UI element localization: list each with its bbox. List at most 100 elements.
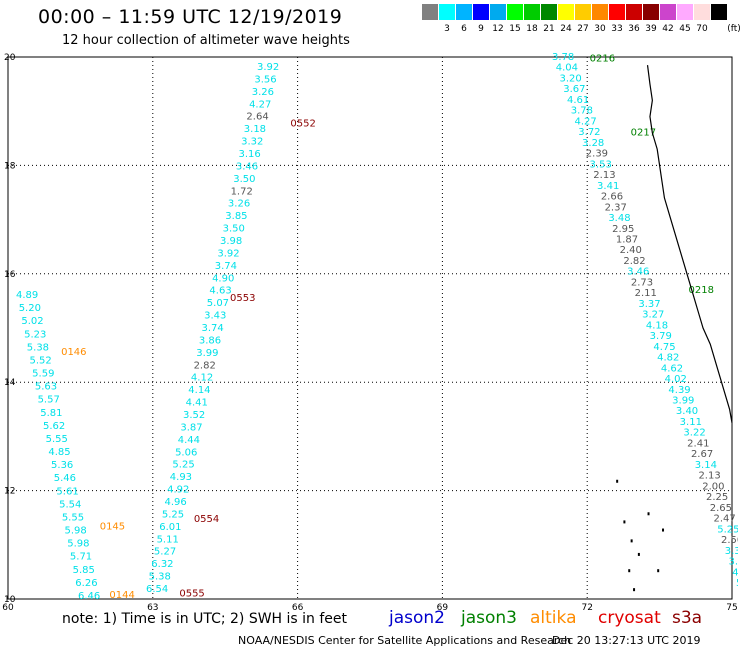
track-c-value: 4.39	[668, 385, 690, 396]
track-b-value: 4.89	[16, 290, 38, 301]
scale-swatch	[473, 4, 489, 20]
track-c-value: 4.27	[575, 116, 597, 127]
lat-tick-label: 10	[4, 595, 16, 605]
pass-time-label: 0218	[689, 285, 714, 296]
track-b-value: 6.26	[75, 578, 97, 589]
track-b-value: 5.81	[40, 408, 62, 419]
track-c-value: 2.65	[710, 503, 732, 514]
track-b-value: 5.46	[54, 473, 76, 484]
track-c-value: 2.37	[605, 202, 627, 213]
scale-swatch	[609, 4, 625, 20]
track-c-value: 2.73	[631, 277, 653, 288]
track-b-value: 5.63	[35, 382, 57, 393]
scale-swatch	[626, 4, 642, 20]
track-a-value: 6.01	[159, 522, 181, 533]
lon-tick-label: 66	[292, 603, 304, 613]
footer-note: note: 1) Time is in UTC; 2) SWH is in fe…	[62, 611, 348, 627]
track-a-value: 5.27	[154, 547, 176, 558]
track-a-value: 6.54	[146, 584, 168, 595]
scale-label: 12	[492, 24, 504, 34]
track-b-value: 5.62	[43, 421, 65, 432]
track-c-value: 2.40	[620, 245, 642, 256]
track-c-value: 3.78	[552, 52, 574, 63]
track-c-value: 5	[736, 578, 740, 589]
island-mark	[616, 479, 619, 483]
scale-label: 9	[478, 24, 484, 34]
scale-swatch	[558, 4, 574, 20]
track-c-value: 3.14	[695, 460, 717, 471]
track-c-value: 2.11	[635, 288, 657, 299]
track-b-value: 5.61	[56, 486, 78, 497]
lat-tick-label: 14	[4, 378, 16, 388]
scale-label: 33	[611, 24, 623, 34]
pass-time-label: 0553	[230, 293, 255, 304]
mission-label-jason2: jason2	[389, 608, 445, 628]
track-c-value: 4.04	[556, 63, 578, 74]
track-c-value: 4.61	[567, 95, 589, 106]
island-mark	[647, 512, 650, 516]
track-a-value: 4.41	[186, 398, 208, 409]
track-b-value: 5.02	[21, 316, 43, 327]
pass-time-label: 0144	[109, 590, 134, 601]
track-b-value: 5.55	[62, 512, 84, 523]
map-title: 00:00 – 11:59 UTC 12/19/2019	[38, 6, 343, 28]
scale-unit: (ft)	[727, 24, 740, 34]
scale-swatch	[711, 4, 727, 20]
scale-swatch	[643, 4, 659, 20]
scale-label: 42	[662, 24, 674, 34]
track-b-value: 4.85	[48, 447, 70, 458]
track-c-value: 3.79	[650, 331, 672, 342]
scale-swatch	[541, 4, 557, 20]
track-b-value: 5.59	[32, 369, 54, 380]
track-a-value: 3.92	[257, 62, 279, 73]
track-c-value: 3.48	[608, 213, 630, 224]
track-c-value: 3.67	[563, 84, 585, 95]
scale-swatch	[677, 4, 693, 20]
scale-swatch	[575, 4, 591, 20]
scale-swatch	[439, 4, 455, 20]
track-c-value: 2.82	[623, 256, 645, 267]
island-mark	[662, 528, 665, 532]
track-a-value: 4.96	[165, 497, 187, 508]
lon-tick-label: 72	[581, 603, 592, 613]
map-frame	[7, 56, 733, 600]
track-a-value: 4.27	[249, 99, 271, 110]
scale-swatch	[592, 4, 608, 20]
track-c-value: 4.82	[657, 353, 679, 364]
track-a-value: 5.06	[175, 447, 197, 458]
track-c-value: 3.53	[590, 159, 612, 170]
track-b-value: 5.20	[19, 303, 41, 314]
track-a-value: 5.25	[172, 460, 194, 471]
track-b-value: 6.46	[78, 591, 100, 602]
map-subtitle: 12 hour collection of altimeter wave hei…	[62, 33, 350, 48]
pass-time-label: 0145	[100, 522, 125, 533]
lat-tick-label: 20	[4, 53, 16, 63]
lon-tick-label: 60	[2, 603, 14, 613]
track-a-value: 3.56	[254, 74, 276, 85]
scale-label: 45	[679, 24, 691, 34]
scale-label: 6	[461, 24, 467, 34]
track-a-value: 5.07	[207, 298, 229, 309]
mission-label-jason3: jason3	[461, 608, 517, 628]
track-b-value: 5.54	[59, 499, 81, 510]
track-c-value: 2.67	[691, 449, 713, 460]
scale-swatch	[660, 4, 676, 20]
track-b-value: 5.98	[67, 539, 89, 550]
track-a-value: 4.92	[167, 485, 189, 496]
track-b-value: 5.38	[27, 342, 49, 353]
pass-time-label: 0555	[179, 588, 204, 599]
track-b-value: 5.55	[46, 434, 68, 445]
track-a-value: 3.16	[239, 149, 261, 160]
track-c-value: 3.99	[672, 396, 694, 407]
lon-tick-label: 69	[437, 603, 449, 613]
island-mark	[637, 552, 640, 556]
track-b-value: 5.98	[65, 526, 87, 537]
track-c-value: 2.39	[586, 149, 608, 160]
mission-label-altika: altika	[530, 608, 577, 628]
scale-swatch	[524, 4, 540, 20]
track-a-value: 2.64	[246, 112, 268, 123]
track-c-value: 4.02	[665, 374, 687, 385]
track-c-value: 3.40	[676, 406, 698, 417]
scale-swatch	[422, 4, 438, 20]
